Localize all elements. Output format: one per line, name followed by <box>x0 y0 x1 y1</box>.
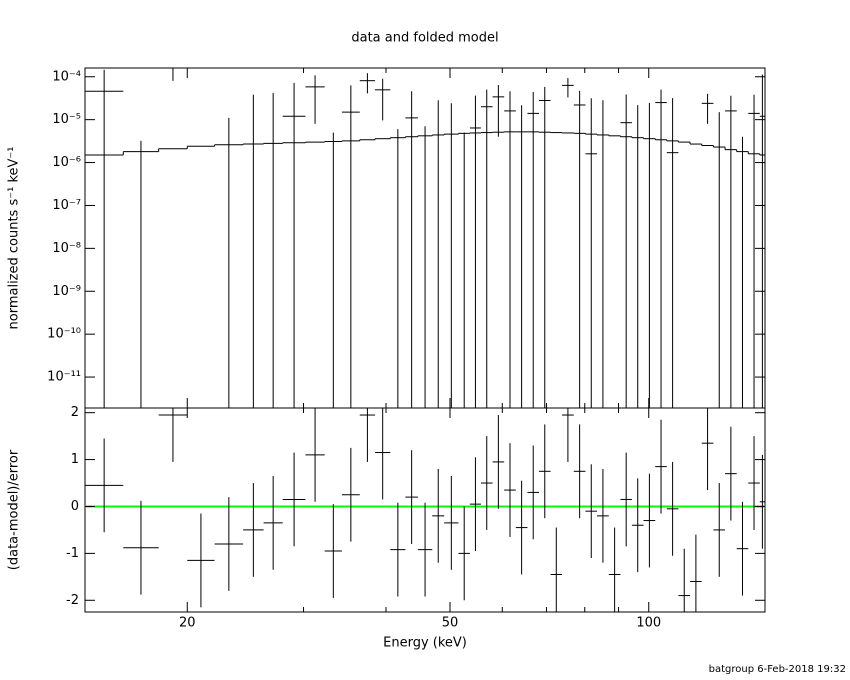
y-tick-label: 10⁻⁷ <box>52 198 81 213</box>
y-tick-label: 10⁻⁸ <box>52 241 81 256</box>
y-tick-label: 10⁻⁴ <box>52 69 81 84</box>
y-tick-label: -1 <box>66 546 79 561</box>
y-axis-label: (data-model)/error <box>7 449 22 570</box>
chart-title: data and folded model <box>351 31 498 46</box>
y-tick-label: 10⁻¹⁰ <box>47 327 81 342</box>
y-tick-label: 2 <box>71 405 79 420</box>
y-tick-label: 10⁻¹¹ <box>47 370 81 385</box>
y-tick-label: 10⁻⁹ <box>52 284 81 299</box>
y-tick-label: 10⁻⁵ <box>52 112 81 127</box>
y-tick-label: -2 <box>66 593 79 608</box>
y-tick-label: 0 <box>71 499 79 514</box>
footer: batgroup 6-Feb-2018 19:32 <box>709 664 846 675</box>
x-axis-label: Energy (keV) <box>383 636 467 651</box>
bottom-plot <box>85 408 765 612</box>
x-tick-label: 100 <box>636 616 661 631</box>
x-tick-label: 20 <box>179 616 196 631</box>
top-plot <box>85 68 765 408</box>
x-tick-label: 50 <box>442 616 459 631</box>
y-tick-label: 1 <box>71 452 79 467</box>
y-axis-label: normalized counts s⁻¹ keV⁻¹ <box>7 147 22 330</box>
y-tick-label: 10⁻⁶ <box>52 155 81 170</box>
